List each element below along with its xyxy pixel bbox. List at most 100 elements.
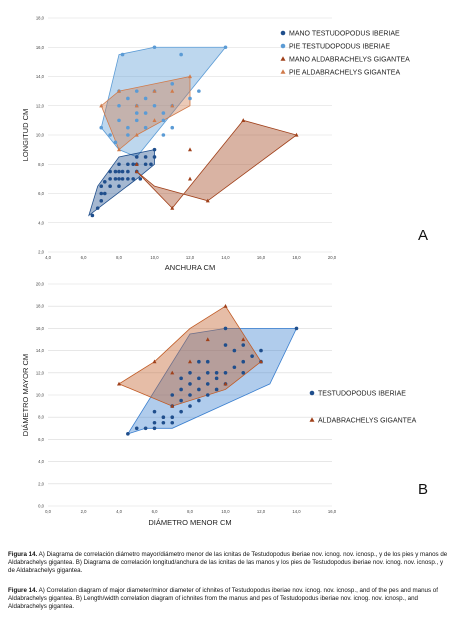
data-point	[241, 343, 246, 347]
data-point	[161, 133, 166, 137]
data-point	[143, 111, 148, 115]
data-point	[126, 133, 130, 137]
data-point	[117, 169, 121, 174]
data-point	[197, 387, 201, 392]
x-tick-label: 6,0	[152, 509, 158, 514]
data-point	[188, 382, 192, 386]
data-point	[134, 155, 139, 159]
data-point	[117, 118, 121, 123]
x-tick-label: 6,0	[81, 255, 87, 260]
data-point	[250, 354, 254, 358]
y-tick-label: 6,0	[38, 437, 44, 442]
data-point	[95, 206, 100, 210]
x-tick-label: 10,0	[221, 509, 230, 514]
data-point	[161, 111, 166, 115]
data-point	[143, 162, 148, 167]
caption-es-text: A) Diagrama de correlación diámetro mayo…	[8, 551, 448, 575]
data-point	[99, 103, 104, 108]
y-tick-label: 18,0	[36, 304, 45, 309]
data-point	[214, 387, 219, 392]
data-point	[161, 118, 166, 123]
data-point	[99, 125, 104, 130]
x-tick-label: 20,0	[328, 255, 337, 260]
x-tick-label: 16,0	[328, 509, 337, 514]
data-point	[90, 213, 95, 218]
y-axis-label: DIÁMETRO MAYOR CM	[21, 354, 30, 436]
data-point	[188, 96, 192, 101]
data-point	[103, 180, 107, 184]
data-point	[170, 103, 175, 108]
data-point	[143, 426, 148, 431]
caption-spanish: Figura 14. A) Diagrama de correlación di…	[8, 551, 448, 576]
data-point	[143, 96, 148, 101]
convex-hull	[88, 149, 155, 217]
data-point	[126, 432, 130, 436]
data-point	[170, 403, 175, 408]
legend-label: TESTUDOPODUS IBERIAE	[318, 390, 406, 397]
data-point	[197, 398, 201, 403]
chart-panel-b: 0,0 2,0 4,0 6,0 8,0 10,0 12,0 14,0 16,0 18,0 20,0 0…	[21, 282, 428, 528]
data-point	[126, 177, 130, 181]
data-point	[134, 426, 139, 431]
data-point	[117, 184, 121, 188]
data-point	[131, 162, 135, 167]
data-point	[170, 370, 175, 375]
x-tick-label: 8,0	[116, 255, 122, 260]
data-point	[134, 132, 139, 137]
data-point	[143, 155, 148, 159]
legend-marker	[280, 30, 286, 36]
data-point	[188, 404, 192, 408]
data-point	[188, 176, 192, 181]
data-point	[170, 205, 175, 210]
y-tick-label: 2,0	[38, 250, 44, 255]
y-tick-label: 10,0	[36, 133, 45, 138]
data-point	[223, 304, 228, 308]
data-point	[179, 52, 183, 57]
data-point	[103, 191, 107, 196]
figure: 2,04,06,08,010,012,014,016,018,04,0 6,0 8,…	[21, 16, 428, 528]
panel-letter: B	[418, 481, 428, 498]
convex-hull	[100, 46, 227, 158]
x-tick-label: 16,0	[257, 255, 266, 260]
data-point	[126, 96, 130, 101]
legend-marker	[280, 43, 286, 49]
data-point	[99, 199, 104, 203]
data-point	[113, 169, 118, 174]
x-tick-label: 14,0	[221, 255, 230, 260]
x-tick-label: 10,0	[150, 255, 159, 260]
data-point	[188, 359, 192, 364]
data-point	[241, 337, 246, 342]
y-tick-label: 2,0	[38, 481, 44, 486]
legend-label: MANO TESTUDOPODUS IBERIAE	[289, 30, 400, 37]
chart-panel-a: 2,04,06,08,010,012,014,016,018,04,0 6,0 8,…	[21, 16, 428, 273]
data-point	[241, 359, 246, 364]
x-tick-label: 14,0	[292, 509, 301, 514]
data-point	[188, 393, 192, 397]
data-point	[205, 371, 210, 375]
data-point	[170, 393, 175, 397]
data-point	[126, 125, 130, 130]
caption-es-label: Figura 14.	[8, 551, 38, 558]
data-point	[223, 343, 228, 347]
data-point	[223, 371, 228, 375]
data-point	[152, 147, 157, 152]
legend-marker	[280, 56, 286, 61]
y-tick-label: 10,0	[36, 393, 45, 398]
y-tick-label: 14,0	[36, 74, 45, 79]
x-tick-label: 12,0	[257, 509, 266, 514]
data-point	[205, 337, 210, 342]
legend-marker	[309, 417, 315, 422]
y-tick-label: 8,0	[38, 415, 44, 420]
data-point	[179, 409, 183, 414]
y-tick-label: 20,0	[36, 282, 45, 287]
data-point	[99, 184, 104, 188]
data-point	[134, 89, 139, 93]
y-tick-label: 16,0	[36, 326, 45, 331]
data-point	[197, 89, 201, 93]
data-point	[223, 45, 228, 50]
data-point	[117, 162, 121, 167]
data-point	[120, 52, 125, 57]
data-point	[223, 381, 228, 386]
legend-label: MANO ALDABRACHELYS GIGANTEA	[289, 56, 410, 63]
data-point	[188, 371, 192, 375]
